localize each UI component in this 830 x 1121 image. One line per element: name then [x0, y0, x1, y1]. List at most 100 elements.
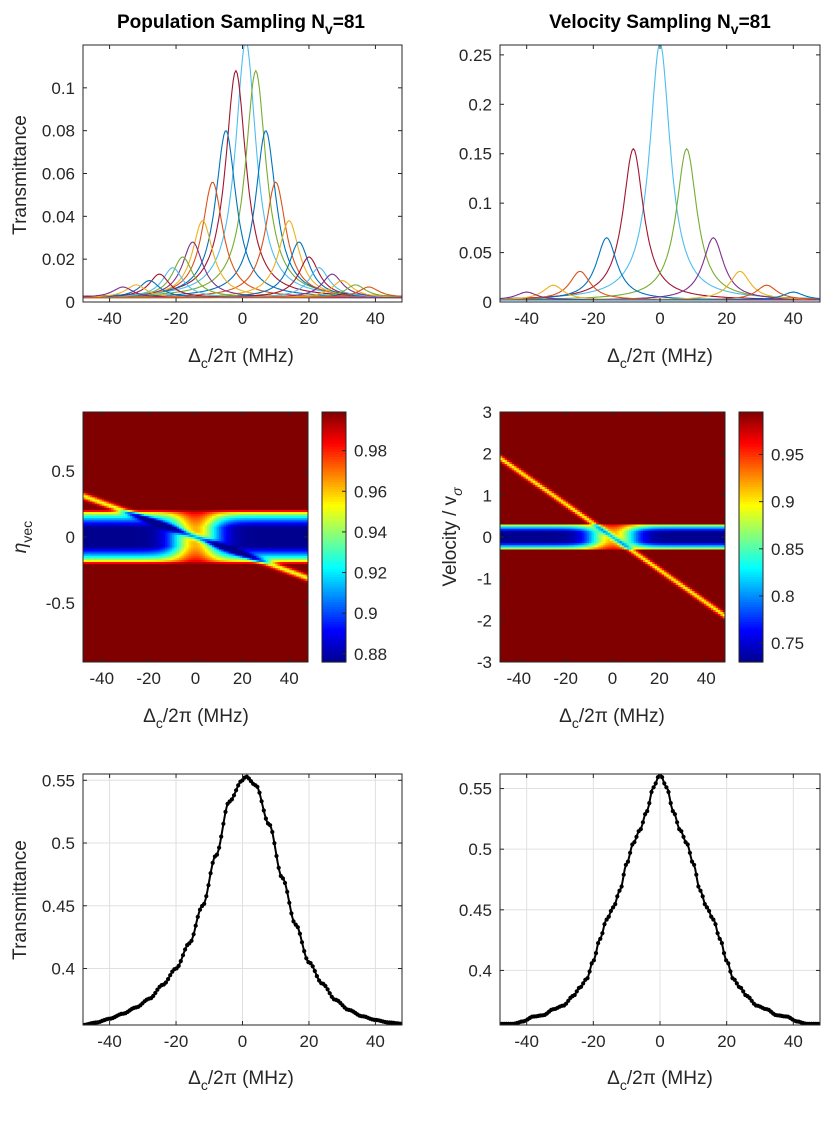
heatmap-cell [136, 503, 140, 507]
heatmap-cell [174, 455, 178, 459]
heatmap-cell [228, 499, 232, 503]
heatmap-cell [221, 501, 225, 505]
heatmap-cell [92, 453, 96, 457]
heatmap-cell [167, 457, 171, 461]
heatmap-cell [207, 484, 211, 488]
heatmap-cell [286, 487, 290, 490]
heatmap-cell [139, 416, 143, 419]
heatmap-cell [120, 462, 124, 465]
heatmap-cell [251, 457, 255, 461]
heatmap-cell [169, 441, 173, 444]
heatmap-cell [251, 418, 255, 421]
heatmap-cell [179, 464, 183, 467]
heatmap-cell [263, 422, 267, 426]
heatmap-cell [183, 474, 187, 478]
heatmap-cell [202, 422, 206, 426]
heatmap-cell [94, 449, 98, 453]
heatmap-cell [242, 453, 246, 457]
heatmap-cell [169, 434, 173, 438]
heatmap-cell [90, 412, 93, 415]
heatmap-cell [99, 426, 103, 430]
heatmap-cell [179, 430, 183, 434]
heatmap-cell [195, 516, 199, 519]
heatmap-cell [254, 426, 258, 430]
heatmap-cell [279, 420, 283, 424]
heatmap-cell [83, 478, 86, 482]
heatmap-cell [256, 449, 260, 453]
heatmap-cell [291, 493, 295, 496]
heatmap-cell [216, 493, 220, 496]
heatmap-cell [115, 414, 119, 417]
heatmap-cell [221, 430, 225, 434]
heatmap-cell [167, 487, 171, 490]
heatmap-cell [265, 487, 269, 490]
heatmap-cell [251, 451, 255, 455]
heatmap-cell [183, 487, 187, 490]
heatmap-cell [104, 489, 108, 492]
heatmap-cell [90, 499, 93, 503]
heatmap-cell [209, 501, 213, 505]
heatmap-cell [300, 426, 304, 430]
heatmap-cell [181, 420, 185, 424]
heatmap-cell [118, 430, 122, 434]
heatmap-cell [129, 457, 133, 461]
heatmap-cell [223, 449, 227, 453]
heatmap-cell [101, 507, 105, 511]
heatmap-cell [293, 414, 297, 417]
heatmap-cell [150, 451, 154, 455]
heatmap-cell [85, 476, 89, 480]
heatmap-cell [228, 412, 232, 415]
heatmap-cell [125, 476, 129, 480]
heatmap-cell [298, 422, 302, 426]
heatmap-cell [254, 497, 258, 501]
heatmap-cell [247, 414, 250, 417]
heatmap-cell [106, 459, 110, 463]
heatmap-cell [94, 503, 98, 507]
heatmap-cell [125, 457, 129, 461]
heatmap-cell [83, 432, 86, 436]
heatmap-cell [83, 437, 86, 440]
heatmap-cell [233, 464, 236, 467]
heatmap-cell [127, 416, 131, 419]
heatmap-cell [240, 445, 243, 449]
heatmap-cell [244, 449, 248, 453]
heatmap-cell [99, 414, 103, 417]
heatmap-cell [272, 443, 276, 446]
heatmap-cell [146, 499, 150, 503]
heatmap-cell [99, 424, 103, 428]
heatmap-cell [108, 501, 112, 505]
heatmap-cell [286, 455, 290, 459]
heatmap-cell [146, 476, 150, 480]
heatmap-cell [181, 445, 185, 449]
heatmap-cell [143, 480, 147, 484]
heatmap-cell [153, 480, 157, 484]
heatmap-cell [202, 468, 206, 471]
heatmap-cell [233, 437, 236, 440]
heatmap-cell [97, 491, 100, 494]
heatmap-cell [242, 428, 246, 432]
heatmap-cell [293, 474, 297, 478]
heatmap-cell [268, 480, 272, 484]
heatmap-cell [275, 505, 279, 509]
heatmap-cell [293, 430, 297, 434]
heatmap-cell [146, 437, 150, 440]
heatmap-cell [261, 422, 265, 426]
heatmap-cell [270, 451, 274, 455]
heatmap-cell [242, 414, 246, 417]
heatmap-cell [211, 484, 215, 488]
heatmap-cell [228, 484, 232, 488]
heatmap-cell [158, 412, 161, 415]
heatmap-cell [303, 432, 307, 436]
heatmap-cell [282, 480, 286, 484]
heatmap-cell [108, 455, 112, 459]
heatmap-cell [165, 478, 168, 482]
heatmap-cell [106, 416, 110, 419]
heatmap-cell [305, 453, 308, 457]
heatmap-cell [223, 491, 227, 494]
heatmap-cell [218, 462, 222, 465]
heatmap-cell [83, 453, 86, 457]
heatmap-cell [148, 501, 152, 505]
heatmap-cell [174, 478, 178, 482]
heatmap-cell [279, 426, 283, 430]
heatmap-cell [118, 432, 122, 436]
